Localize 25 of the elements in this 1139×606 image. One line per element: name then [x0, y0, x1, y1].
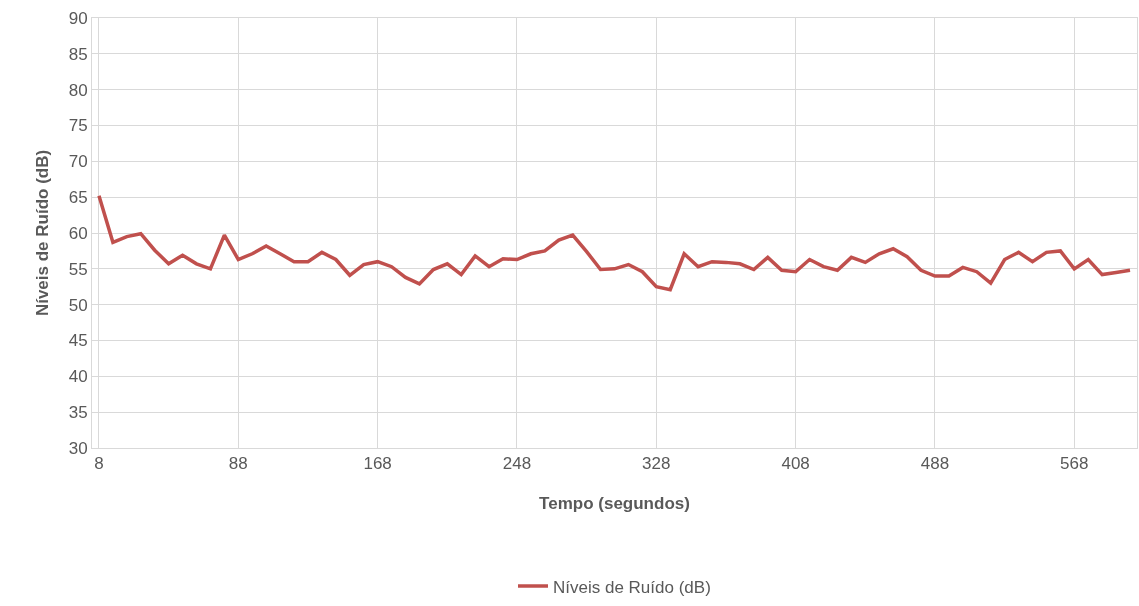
y-tick-label: 65	[68, 188, 88, 208]
x-tick-label: 8	[94, 454, 104, 474]
legend-label: Níveis de Ruído (dB)	[553, 577, 711, 597]
y-tick-label: 85	[68, 44, 88, 64]
y-tick-label: 60	[68, 223, 88, 243]
x-axis-title: Tempo (segundos)	[539, 494, 690, 513]
y-tick-label: 80	[68, 80, 88, 100]
y-tick-label: 90	[68, 8, 88, 28]
y-tick-label: 40	[68, 367, 88, 387]
y-tick-label: 50	[68, 295, 88, 315]
x-tick-label: 488	[920, 454, 950, 474]
x-tick-label: 248	[502, 454, 532, 474]
x-tick-label: 408	[781, 454, 810, 474]
x-tick-label: 328	[642, 454, 671, 474]
x-tick-label: 568	[1060, 454, 1089, 474]
y-axis-title: Níveis de Ruído (dB)	[33, 149, 52, 317]
y-tick-label: 35	[68, 403, 88, 423]
y-tick-label: 75	[68, 116, 88, 136]
y-tick-label: 55	[68, 259, 88, 279]
line-series	[97, 193, 1132, 292]
x-tick-label: 168	[363, 454, 392, 474]
y-tick-label: 70	[68, 152, 88, 172]
y-tick-label: 30	[68, 438, 88, 458]
x-tick-label: 88	[228, 454, 248, 474]
y-tick-label: 45	[68, 331, 88, 351]
